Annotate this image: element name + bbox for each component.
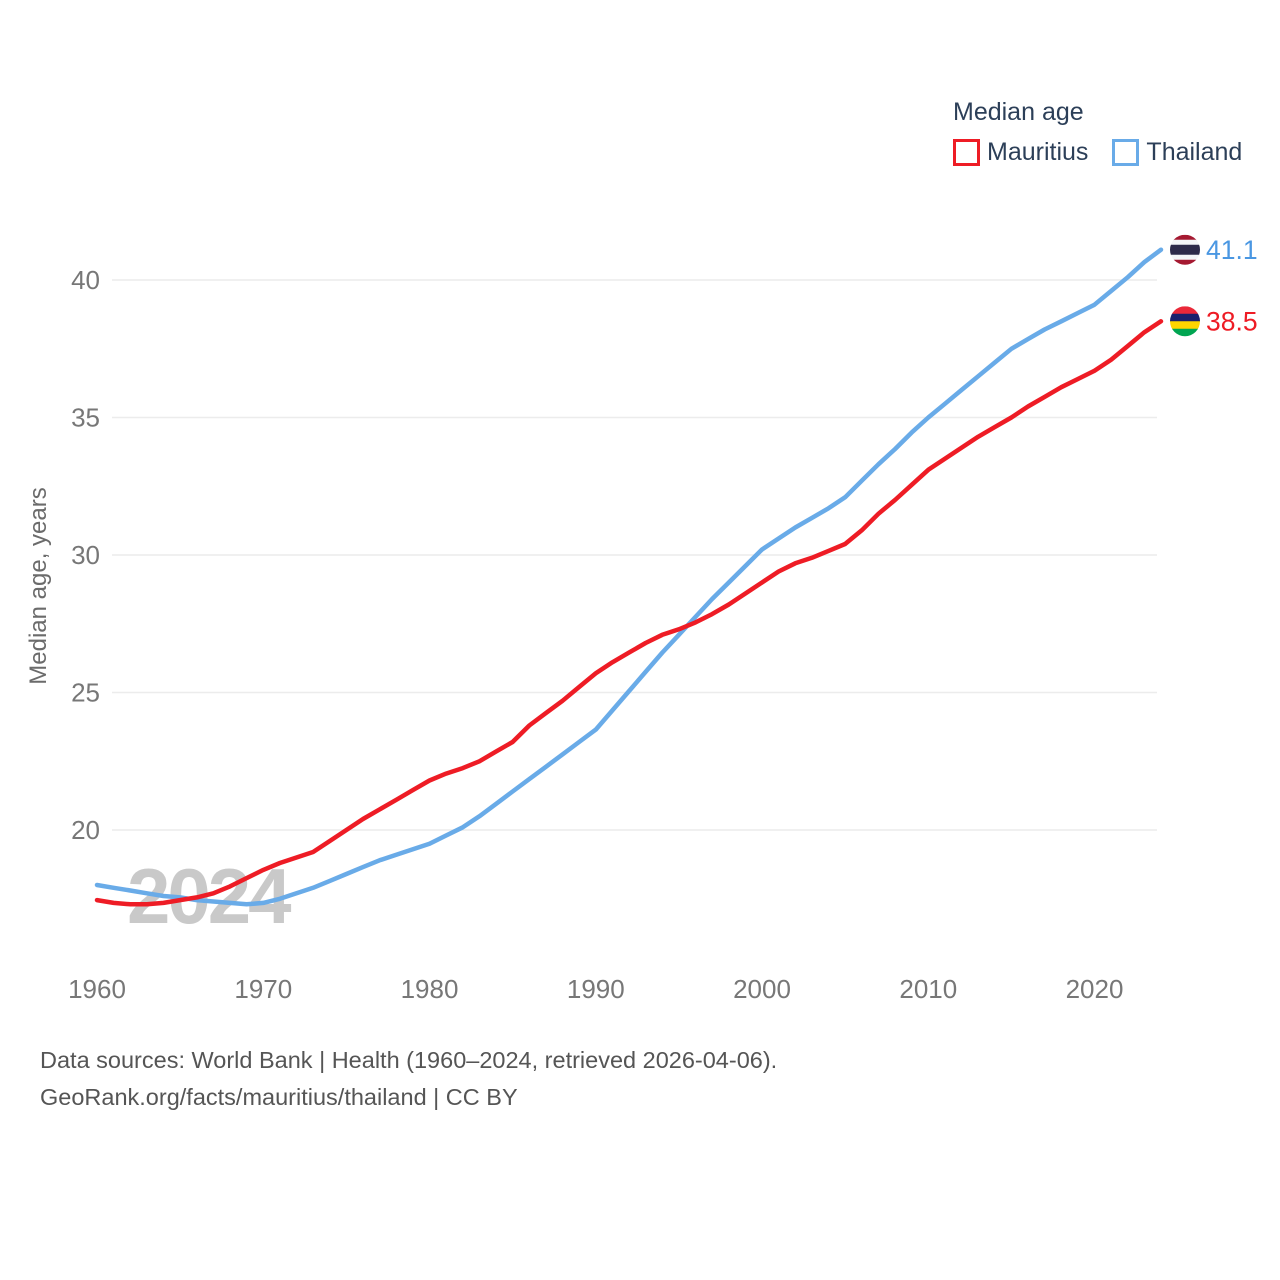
x-tick-label: 2010 [899, 974, 957, 1004]
x-tick-label: 1970 [234, 974, 292, 1004]
legend-item-label: Mauritius [987, 138, 1089, 166]
legend-item-label: Thailand [1146, 138, 1243, 166]
y-tick-label: 35 [71, 403, 100, 433]
thailand-flag-icon [1170, 234, 1200, 265]
mauritius-line [94, 319, 1164, 907]
x-tick-label: 2000 [733, 974, 791, 1004]
x-tick-label: 1960 [68, 974, 126, 1004]
footer: Data sources: World Bank | Health (1960–… [40, 1042, 777, 1116]
chart-legend: Median age Mauritius Thailand [953, 98, 1242, 167]
thailand-end-value: 41.1 [1206, 235, 1258, 265]
y-tick-label: 40 [71, 265, 100, 295]
legend-title: Median age [953, 98, 1084, 126]
x-tick-label: 1980 [401, 974, 459, 1004]
x-tick-label: 2020 [1066, 974, 1124, 1004]
y-tick-label: 30 [71, 540, 100, 570]
legend-row: Mauritius Thailand [953, 138, 1242, 167]
mauritius-flag-icon [1170, 306, 1200, 337]
y-axis-title: Median age, years [25, 487, 52, 684]
legend-item-thailand[interactable]: Thailand [1112, 138, 1242, 167]
footer-data-sources: Data sources: World Bank | Health (1960–… [40, 1047, 778, 1073]
mauritius-swatch-icon [953, 139, 980, 166]
thailand-swatch-icon [1112, 139, 1140, 166]
legend-item-mauritius[interactable]: Mauritius [953, 138, 1088, 167]
y-tick-label: 20 [71, 815, 100, 845]
x-tick-label: 1990 [567, 974, 625, 1004]
mauritius-end-value: 38.5 [1206, 306, 1258, 336]
footer-attribution: GeoRank.org/facts/mauritius/thailand | C… [40, 1084, 518, 1110]
y-tick-label: 25 [71, 678, 100, 708]
thailand-line [94, 247, 1164, 907]
